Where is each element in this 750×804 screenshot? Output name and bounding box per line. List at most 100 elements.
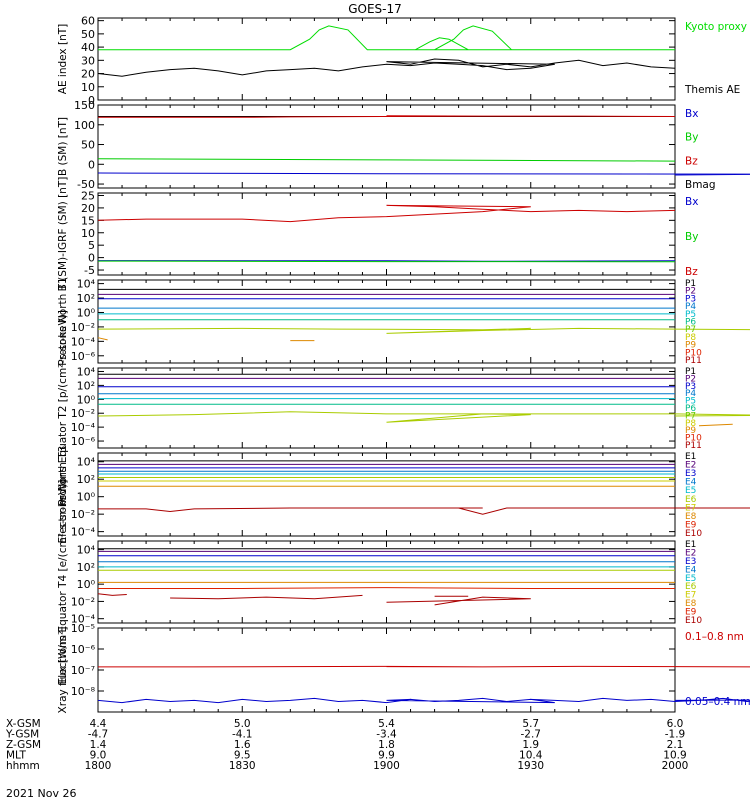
- x-axis-labels: X-GSM 4.4 5.0 5.4 5.7 6.0 Y-GSM -4.7 -4.1 -3.4 -2.…: [5, 718, 688, 772]
- series-line-e10: [386, 596, 531, 606]
- y-axis-label: Protons Equator T2 [p/(cm²-s-sr-keV)]: [57, 310, 69, 506]
- series-line-0-05-0-4-nm: [97, 697, 750, 704]
- legend-entry: E3: [685, 557, 696, 567]
- series-line-p9: [698, 423, 733, 427]
- legend-entry: P1: [685, 279, 696, 289]
- x-axis-row-value: 4.4: [90, 718, 107, 730]
- legend-entry: E8: [685, 599, 697, 609]
- legend-entry: P9: [685, 341, 696, 351]
- legend-entry: P6: [685, 318, 696, 328]
- legend-entry: P2: [685, 374, 696, 384]
- y-tick-label: 60: [81, 15, 95, 28]
- y-tick-label: 50: [81, 28, 95, 41]
- series-line-p7: [97, 411, 750, 423]
- y-tick-label: 0: [88, 94, 95, 107]
- legend-entry: E5: [685, 486, 696, 496]
- x-axis-row-value: -4.7: [88, 729, 109, 741]
- series-line-bz: [97, 204, 676, 223]
- x-axis-row-value: 5.4: [378, 718, 395, 730]
- y-axis-label: B (SM)-IGRF (SM) [nT]: [57, 177, 69, 292]
- legend-entry: By: [685, 231, 698, 243]
- x-axis-row-value: 10.4: [519, 750, 543, 762]
- series-line-by: [97, 158, 676, 162]
- legend-entry: Bz: [685, 266, 698, 278]
- y-tick-label: 10⁻⁶: [71, 643, 96, 656]
- legend-entry: E2: [685, 461, 696, 471]
- x-axis-row-value: 1.6: [234, 739, 251, 751]
- x-axis-row-value: -4.1: [232, 729, 253, 741]
- series-line-bx: [97, 260, 676, 262]
- y-tick-label: 10⁻²: [71, 407, 95, 420]
- series-line-p9: [97, 337, 108, 341]
- legend-entry: P1: [685, 367, 696, 377]
- series-line-e10: [170, 594, 363, 600]
- panel-frame: [97, 367, 676, 449]
- y-tick-label: 10⁻⁴: [71, 335, 96, 348]
- legend-entry: P2: [685, 287, 696, 297]
- legend-entry: Kyoto proxy AE: [685, 21, 750, 33]
- y-tick-label: 20: [81, 68, 95, 81]
- y-tick-label: 10⁻²: [71, 321, 95, 334]
- y-tick-label: -50: [77, 178, 95, 191]
- y-axis-label: AE index [nT]: [57, 24, 69, 94]
- series-line-kyoto-proxy-ae: [98, 25, 675, 51]
- x-axis-row-value: 1.4: [90, 739, 107, 751]
- legend-entry: P4: [685, 389, 696, 399]
- y-tick-label: 30: [81, 54, 95, 67]
- y-tick-label: 10⁴: [77, 544, 96, 557]
- legend-entry: 0.1–0.8 nm: [685, 631, 744, 643]
- y-tick-label: 10⁰: [77, 578, 96, 591]
- y-tick-label: 5: [88, 239, 95, 252]
- legend-entry: P10: [685, 348, 702, 358]
- x-axis-row-name: hhmm: [6, 760, 40, 772]
- y-tick-label: 10⁻⁶: [71, 350, 96, 363]
- legend-entry: Bz: [685, 155, 698, 167]
- legend-entry: Bmag: [685, 179, 716, 191]
- y-tick-label: 10⁻²: [71, 595, 95, 608]
- legend-entry: E5: [685, 574, 696, 584]
- panel-frame: [97, 192, 676, 276]
- legend-entry: Themis AE: [684, 84, 740, 96]
- legend-entry: P8: [685, 333, 696, 343]
- y-tick-label: 10: [81, 81, 95, 94]
- legend-entry: E4: [685, 565, 697, 575]
- legend-entry: P5: [685, 310, 696, 320]
- series-line-e8: [98, 587, 675, 589]
- legend-entry: E4: [685, 478, 697, 488]
- y-axis-label: Protons North T1: [57, 277, 69, 365]
- x-axis-row-value: 1800: [85, 760, 112, 772]
- legend-entry: E9: [685, 608, 697, 618]
- y-tick-label: 100: [74, 119, 95, 132]
- x-axis-row-value: 9.9: [378, 750, 395, 762]
- y-tick-label: 10⁻⁵: [71, 622, 95, 635]
- panel-frame: [97, 452, 676, 537]
- series-line-p7: [97, 327, 750, 334]
- panel-frame: [97, 279, 676, 364]
- legend-entry: E3: [685, 469, 696, 479]
- y-tick-label: 10⁴: [77, 278, 96, 291]
- y-tick-label: 10⁻²: [71, 508, 95, 521]
- y-tick-label: 10: [81, 227, 95, 240]
- series-line-0-1-0-8-nm: [98, 665, 750, 668]
- panel-frame: [97, 17, 676, 101]
- legend-entry: E7: [685, 503, 696, 513]
- x-axis-row-value: 2.1: [667, 739, 684, 751]
- y-tick-label: 10⁻⁴: [71, 421, 96, 434]
- y-tick-label: 25: [81, 189, 95, 202]
- y-tick-label: 10⁻⁷: [71, 664, 95, 677]
- legend-entry: By: [685, 132, 698, 144]
- series-line-bz: [98, 115, 676, 118]
- y-tick-label: 10²: [77, 292, 95, 305]
- y-tick-label: 15: [81, 214, 95, 227]
- y-tick-label: 10⁰: [77, 306, 96, 319]
- x-axis-row-value: 5.0: [234, 718, 251, 730]
- legend-entry: P5: [685, 397, 696, 407]
- legend-entry: P9: [685, 426, 696, 436]
- legend-entry: E10: [685, 616, 702, 626]
- x-axis-row-value: 2000: [662, 760, 689, 772]
- panel-2: -50 0 50 100 150 B (SM) [nT] Bx By Bz Bmag: [57, 99, 750, 191]
- series-line-e10: [97, 593, 127, 596]
